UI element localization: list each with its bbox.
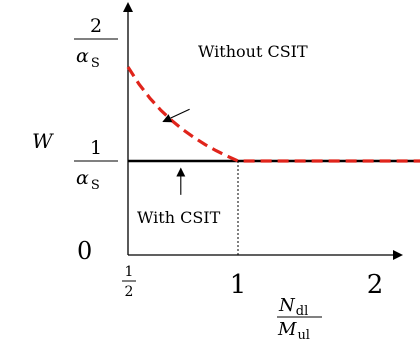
- x-axis-label-den-var: M: [277, 319, 297, 340]
- x-axis-arrowhead: [393, 250, 403, 260]
- x-tick-half-numerator: 1: [125, 264, 134, 280]
- y-tick-1-numerator: 1: [90, 137, 102, 159]
- y-axis-label: W: [32, 129, 54, 153]
- x-tick-label-half: 1 2: [122, 264, 136, 300]
- x-tick-label-2: 2: [367, 270, 384, 300]
- annotation-arrow-without-csit: [162, 108, 190, 123]
- x-axis-label-denominator: Mul: [277, 319, 310, 343]
- x-axis-label-den-sub: ul: [297, 328, 310, 343]
- x-tick-label-1: 1: [230, 270, 247, 300]
- y-tick-1-subscript: S: [91, 178, 100, 193]
- x-axis-label-numerator: Ndl: [278, 295, 308, 319]
- x-axis-label: Ndl Mul: [277, 295, 322, 343]
- annotation-label-without-csit: Without CSIT: [198, 42, 308, 61]
- y-axis-arrowhead: [123, 2, 133, 12]
- y-tick-2-numerator: 2: [90, 15, 102, 37]
- annotation-label-with-csit: With CSIT: [137, 208, 221, 227]
- x-tick-half-denominator: 2: [125, 284, 134, 300]
- y-tick-1-alpha: α: [76, 167, 89, 189]
- series-line-without-csit: [126, 66, 420, 163]
- y-tick-2-alpha: α: [76, 45, 89, 67]
- y-tick-label-0: 0: [77, 237, 92, 265]
- y-tick-2-subscript: S: [91, 56, 100, 71]
- x-axis-label-num-var: N: [278, 295, 296, 316]
- x-axis-label-num-sub: dl: [296, 304, 308, 319]
